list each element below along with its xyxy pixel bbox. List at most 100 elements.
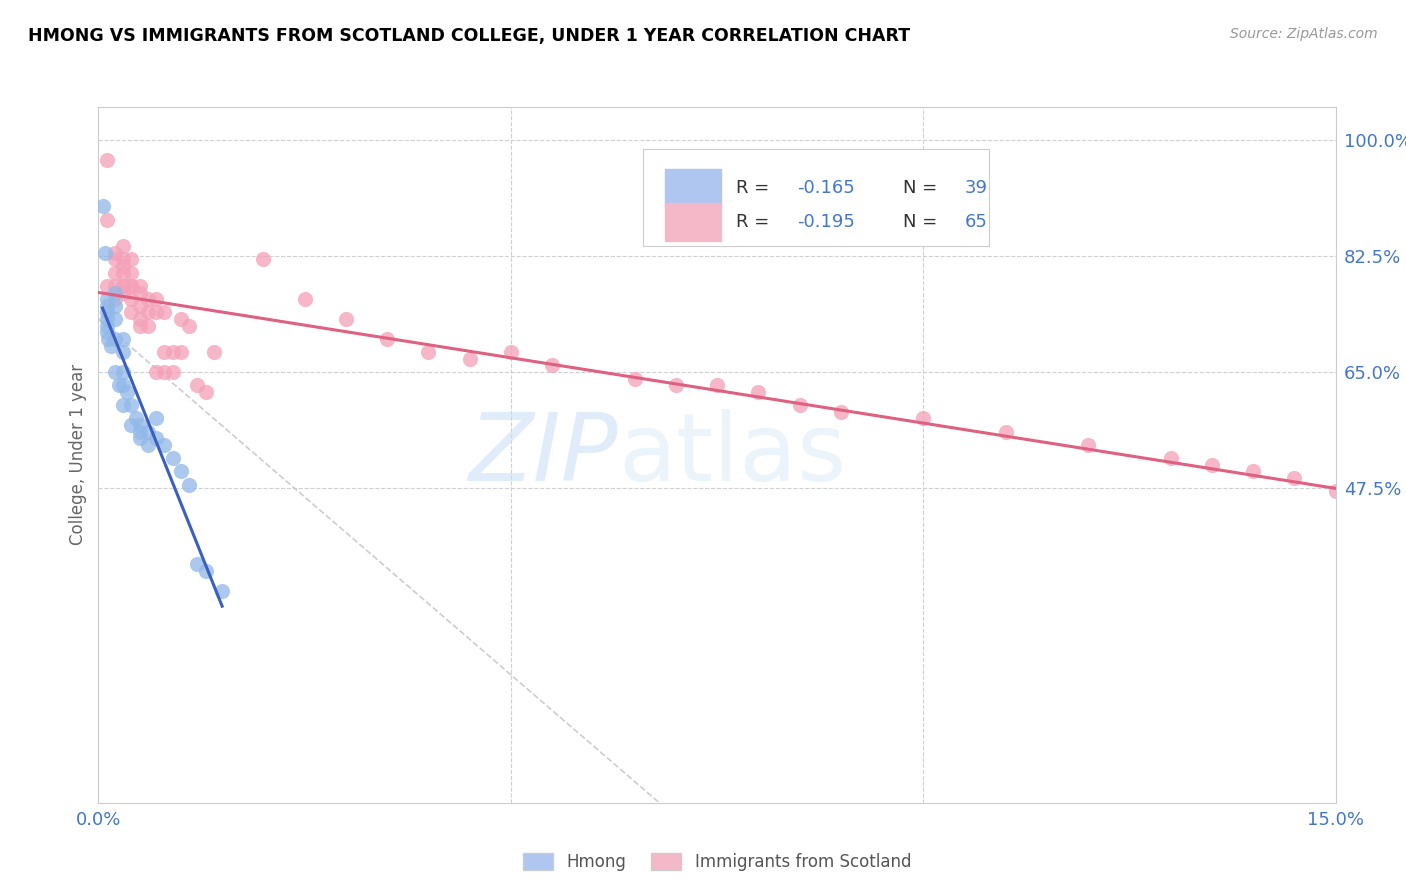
Point bbox=[623, 372, 645, 386]
Point bbox=[1077, 438, 1099, 452]
Point bbox=[112, 266, 135, 280]
Point bbox=[96, 292, 118, 306]
Point bbox=[96, 312, 118, 326]
Point bbox=[747, 384, 769, 399]
Point bbox=[128, 318, 150, 333]
Text: Source: ZipAtlas.com: Source: ZipAtlas.com bbox=[1230, 27, 1378, 41]
Point bbox=[136, 425, 159, 439]
Point bbox=[375, 332, 398, 346]
Point bbox=[186, 378, 208, 392]
Point bbox=[128, 425, 150, 439]
Point bbox=[145, 431, 167, 445]
Point bbox=[96, 279, 118, 293]
Point bbox=[120, 279, 142, 293]
Text: N =: N = bbox=[903, 178, 942, 197]
Point bbox=[104, 285, 127, 300]
Point bbox=[179, 318, 201, 333]
Point bbox=[104, 292, 127, 306]
Point bbox=[120, 418, 142, 433]
Point bbox=[96, 299, 118, 313]
Text: -0.195: -0.195 bbox=[797, 213, 855, 231]
Point bbox=[252, 252, 274, 267]
Point bbox=[294, 292, 316, 306]
Point bbox=[145, 292, 167, 306]
Point bbox=[211, 583, 233, 598]
Text: 65: 65 bbox=[965, 213, 987, 231]
Point bbox=[136, 305, 159, 319]
Point bbox=[124, 411, 146, 425]
Point bbox=[104, 299, 127, 313]
Point bbox=[96, 153, 118, 167]
Point bbox=[120, 305, 142, 319]
Point bbox=[104, 312, 127, 326]
Point bbox=[136, 292, 159, 306]
Point bbox=[112, 239, 135, 253]
Point bbox=[128, 299, 150, 313]
Point bbox=[153, 438, 176, 452]
Point bbox=[96, 305, 118, 319]
Point bbox=[170, 345, 193, 359]
Point bbox=[128, 279, 150, 293]
Point bbox=[1160, 451, 1182, 466]
Point bbox=[170, 465, 193, 479]
Point bbox=[1241, 465, 1264, 479]
Point bbox=[194, 384, 217, 399]
Point bbox=[96, 318, 118, 333]
Point bbox=[104, 266, 127, 280]
Point bbox=[96, 212, 118, 227]
Text: N =: N = bbox=[903, 213, 942, 231]
Point bbox=[153, 365, 176, 379]
Point bbox=[912, 411, 935, 425]
Point bbox=[117, 384, 139, 399]
Text: HMONG VS IMMIGRANTS FROM SCOTLAND COLLEGE, UNDER 1 YEAR CORRELATION CHART: HMONG VS IMMIGRANTS FROM SCOTLAND COLLEG… bbox=[28, 27, 910, 45]
Legend: Hmong, Immigrants from Scotland: Hmong, Immigrants from Scotland bbox=[516, 847, 918, 878]
Point bbox=[128, 431, 150, 445]
Point bbox=[128, 418, 150, 433]
Text: R =: R = bbox=[735, 213, 775, 231]
Point bbox=[108, 378, 131, 392]
Point bbox=[112, 345, 135, 359]
Point bbox=[194, 564, 217, 578]
Point bbox=[112, 378, 135, 392]
Point bbox=[706, 378, 728, 392]
Point bbox=[789, 398, 811, 412]
Point bbox=[97, 332, 120, 346]
Point bbox=[112, 279, 135, 293]
FancyBboxPatch shape bbox=[643, 149, 990, 246]
Point bbox=[458, 351, 481, 366]
Point bbox=[136, 438, 159, 452]
Point bbox=[128, 312, 150, 326]
Point bbox=[112, 259, 135, 273]
Point bbox=[162, 365, 184, 379]
Point bbox=[94, 245, 117, 260]
Point bbox=[830, 405, 852, 419]
Point bbox=[1201, 458, 1223, 472]
Point bbox=[112, 365, 135, 379]
Point bbox=[100, 338, 122, 352]
Point bbox=[112, 285, 135, 300]
Point bbox=[112, 279, 135, 293]
Point bbox=[91, 199, 114, 213]
Point bbox=[136, 318, 159, 333]
Point bbox=[162, 345, 184, 359]
Text: atlas: atlas bbox=[619, 409, 846, 501]
Point bbox=[541, 359, 564, 373]
Point bbox=[112, 252, 135, 267]
Point bbox=[120, 266, 142, 280]
Point bbox=[418, 345, 440, 359]
Point bbox=[335, 312, 357, 326]
Y-axis label: College, Under 1 year: College, Under 1 year bbox=[69, 364, 87, 546]
FancyBboxPatch shape bbox=[665, 169, 721, 207]
Text: 39: 39 bbox=[965, 178, 987, 197]
Point bbox=[104, 365, 127, 379]
Point bbox=[170, 312, 193, 326]
Point bbox=[104, 245, 127, 260]
Point bbox=[179, 477, 201, 491]
Point bbox=[120, 292, 142, 306]
Text: R =: R = bbox=[735, 178, 775, 197]
Point bbox=[145, 305, 167, 319]
Point bbox=[1324, 484, 1347, 499]
Point bbox=[104, 252, 127, 267]
Point bbox=[145, 365, 167, 379]
Point bbox=[120, 398, 142, 412]
